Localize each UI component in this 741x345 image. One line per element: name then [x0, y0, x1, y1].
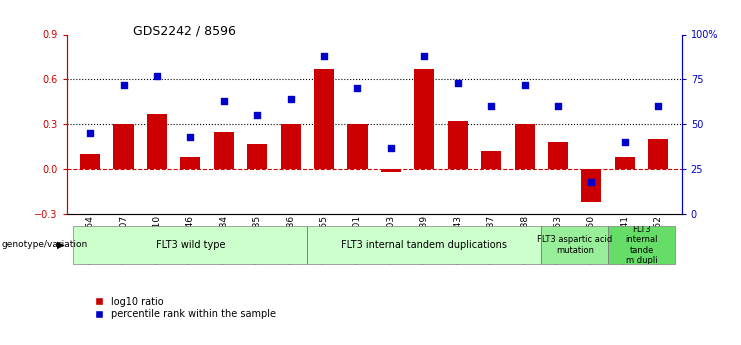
Text: genotype/variation: genotype/variation	[1, 240, 87, 249]
Text: ▶: ▶	[57, 240, 64, 250]
Point	[151, 73, 163, 79]
Bar	[180, 157, 200, 169]
Point	[485, 104, 497, 109]
Bar	[615, 157, 635, 169]
Bar	[213, 132, 234, 169]
Point	[84, 130, 96, 136]
Bar	[314, 69, 334, 169]
FancyBboxPatch shape	[608, 226, 675, 264]
Bar	[548, 142, 568, 169]
Point	[285, 96, 296, 102]
Text: FLT3
internal
tande
m dupli: FLT3 internal tande m dupli	[625, 225, 658, 265]
Bar	[514, 124, 535, 169]
Bar	[247, 144, 268, 169]
Bar	[113, 124, 133, 169]
Point	[619, 139, 631, 145]
Text: FLT3 wild type: FLT3 wild type	[156, 240, 225, 250]
Bar	[448, 121, 468, 169]
Bar	[348, 124, 368, 169]
Text: GDS2242 / 8596: GDS2242 / 8596	[133, 24, 236, 37]
Point	[552, 104, 564, 109]
Bar	[147, 114, 167, 169]
Bar	[582, 169, 602, 202]
FancyBboxPatch shape	[308, 226, 542, 264]
Point	[585, 179, 597, 184]
Bar	[80, 154, 100, 169]
Legend: log10 ratio, percentile rank within the sample: log10 ratio, percentile rank within the …	[94, 296, 276, 319]
Bar	[381, 169, 401, 172]
Point	[318, 53, 330, 59]
Point	[218, 98, 230, 104]
FancyBboxPatch shape	[542, 226, 608, 264]
Point	[652, 104, 664, 109]
Point	[519, 82, 531, 88]
Text: FLT3 aspartic acid
mutation: FLT3 aspartic acid mutation	[537, 235, 612, 255]
Point	[351, 86, 363, 91]
Bar	[414, 69, 434, 169]
Point	[118, 82, 130, 88]
Point	[452, 80, 464, 86]
Bar	[648, 139, 668, 169]
Point	[185, 134, 196, 139]
Point	[251, 112, 263, 118]
Bar	[281, 124, 301, 169]
Point	[419, 53, 431, 59]
Bar	[481, 151, 501, 169]
Text: FLT3 internal tandem duplications: FLT3 internal tandem duplications	[342, 240, 508, 250]
FancyBboxPatch shape	[73, 226, 308, 264]
Point	[385, 145, 397, 150]
